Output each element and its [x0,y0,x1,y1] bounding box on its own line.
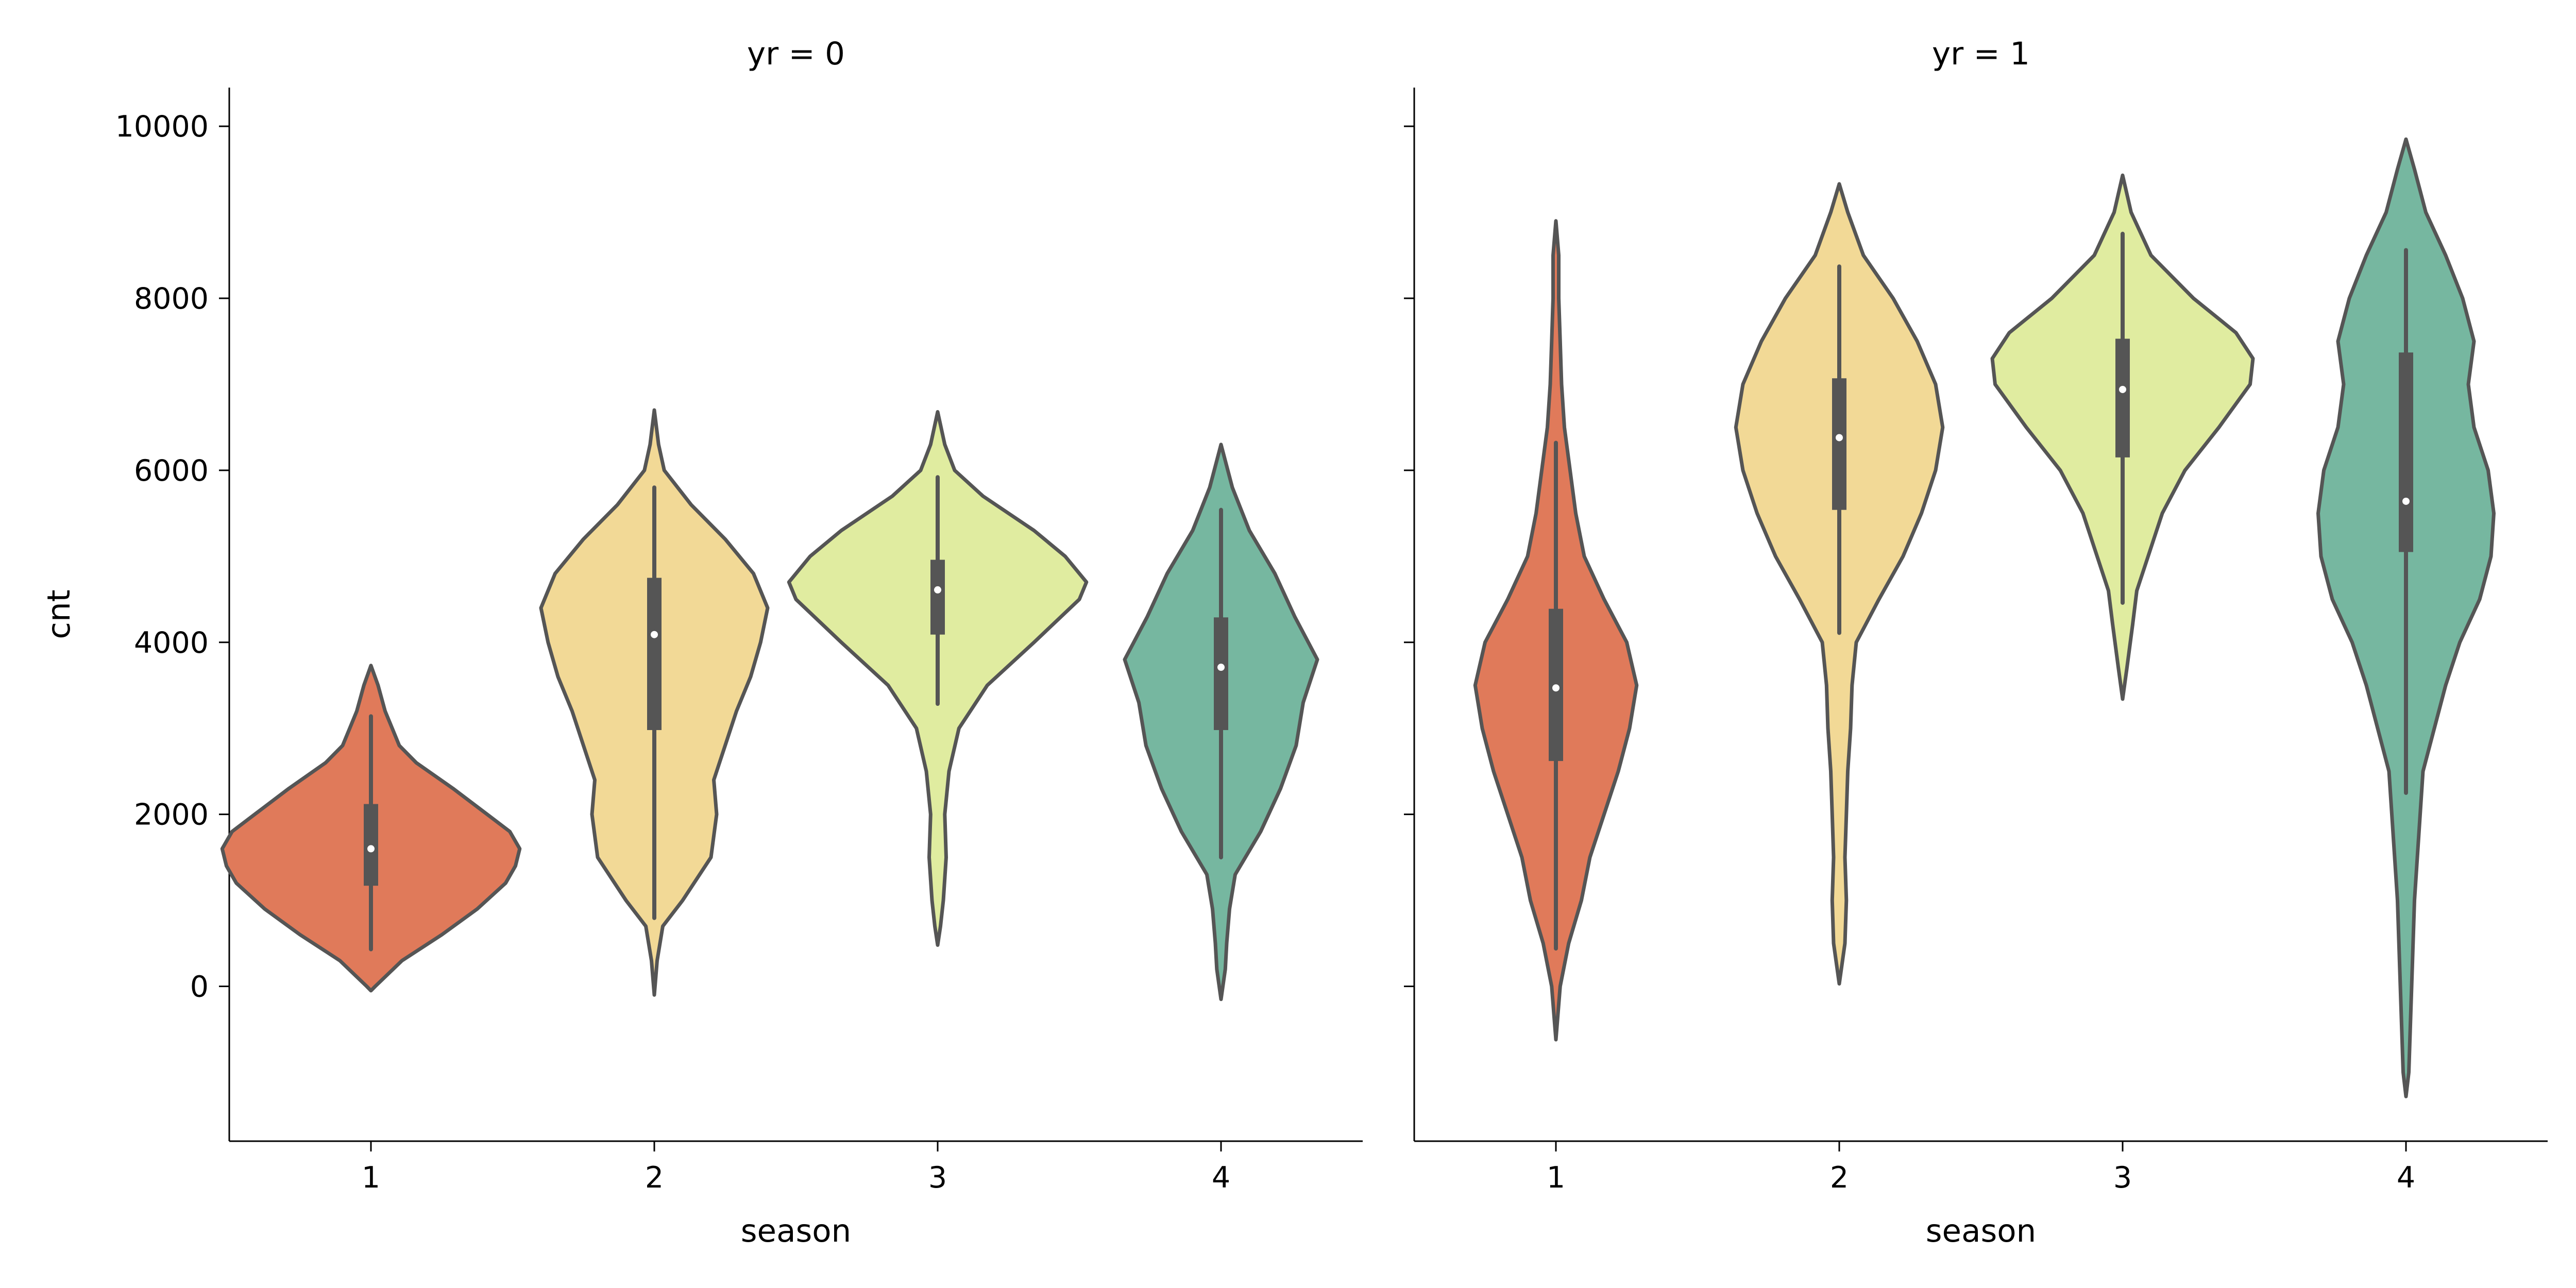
y-tick-label: 10000 [115,110,209,144]
violin-iqr-box [2399,352,2413,552]
y-tick-label: 4000 [134,626,209,660]
violin-season-3 [1990,173,2255,701]
violin-median-dot [2119,385,2126,393]
violin-season-4 [2316,137,2496,1098]
x-tick-label: 3 [2113,1161,2132,1195]
x-tick-label: 2 [1830,1161,1849,1195]
x-tick-label: 1 [362,1161,380,1195]
y-tick-label: 0 [190,970,209,1004]
panel-1: yr = 0 0 2000 4000 6000 8000 10000 cnt 1 2 3 4 seaso… [41,36,1363,1249]
violin-median-dot [1217,664,1225,671]
panel-title: yr = 0 [747,36,845,72]
violin-median-dot [934,586,941,594]
violin-iqr-box [2115,338,2130,457]
violin-median-dot [367,845,375,853]
violin-iqr-box [1832,378,1846,510]
y-tick-label: 2000 [134,798,209,832]
violin-season-1 [220,664,522,993]
violin-season-4 [1123,443,1319,1002]
y-axis-label: cnt [41,589,77,639]
x-tick-label: 3 [928,1161,947,1195]
x-axis-label: season [741,1213,851,1249]
x-axis-label: season [1926,1213,2036,1249]
violin-season-2 [1734,182,1945,986]
x-tick-label: 4 [1212,1161,1230,1195]
panel-title: yr = 1 [1932,36,2030,72]
chart-panels: yr = 0 0 2000 4000 6000 8000 10000 cnt 1 2 3 4 seaso… [41,36,2548,1249]
y-tick-label: 8000 [134,282,209,316]
x-tick-label: 4 [2397,1161,2415,1195]
violin-iqr-box [647,578,662,731]
violin-iqr-box [364,804,378,886]
violin-iqr-box [1214,617,1228,731]
panel-2: yr = 1 1 2 3 4 season [1404,36,2548,1249]
violin-median-dot [1836,434,1843,442]
violin-median-dot [651,631,658,638]
y-tick-label: 6000 [134,454,209,488]
violin-median-dot [1552,684,1560,692]
violin-season-2 [539,408,770,997]
violin-median-dot [2402,497,2410,505]
x-tick-label: 2 [645,1161,664,1195]
violin-season-3 [787,410,1089,947]
violin-iqr-box [930,560,945,635]
violin-season-1 [1473,219,1639,1042]
x-tick-label: 1 [1547,1161,1565,1195]
